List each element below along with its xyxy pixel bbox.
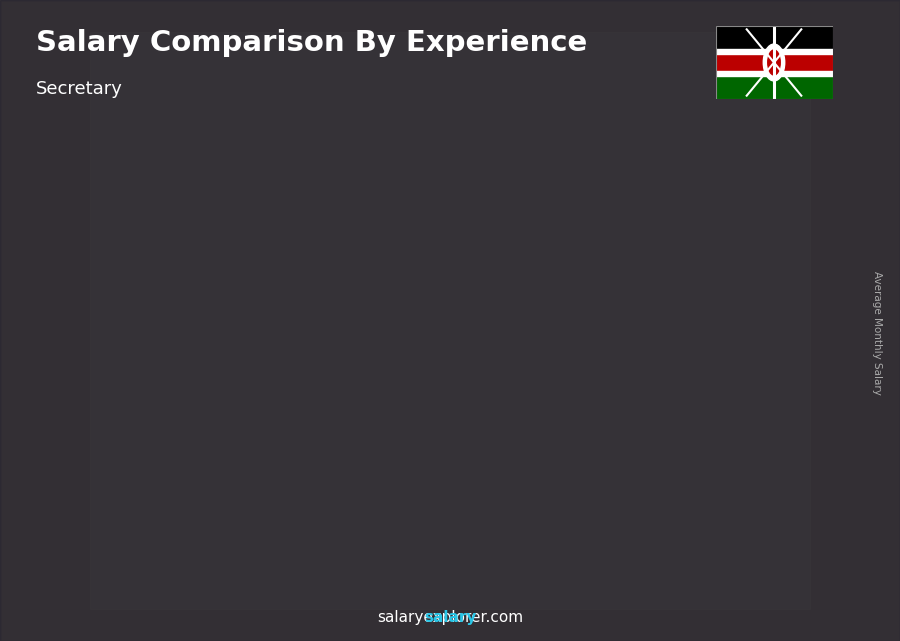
Text: 84,000 KES: 84,000 KES (465, 274, 532, 287)
Polygon shape (727, 247, 801, 251)
Bar (716, 50, 832, 75)
Text: 46,600 KES: 46,600 KES (210, 377, 276, 390)
Text: +34%: +34% (158, 319, 212, 337)
Bar (344, 335, 410, 526)
Polygon shape (410, 332, 418, 526)
Text: < 2 Years: < 2 Years (83, 545, 160, 560)
Polygon shape (88, 428, 163, 429)
Bar (716, 75, 832, 99)
Bar (716, 71, 832, 76)
Text: Salary Comparison By Experience: Salary Comparison By Experience (36, 29, 587, 57)
Ellipse shape (768, 50, 780, 75)
Text: salary: salary (424, 610, 476, 625)
Text: 99,100 KES: 99,100 KES (720, 231, 788, 245)
Polygon shape (794, 247, 801, 526)
Text: 68,900 KES: 68,900 KES (338, 315, 404, 328)
Text: +8%: +8% (676, 171, 717, 188)
Bar (716, 49, 832, 54)
Polygon shape (472, 290, 545, 294)
Bar (216, 397, 283, 526)
Text: +9%: +9% (548, 188, 590, 206)
Polygon shape (216, 395, 291, 397)
Bar (88, 429, 155, 526)
Text: +48%: +48% (286, 246, 340, 264)
Polygon shape (283, 395, 291, 526)
Text: 15 to 20: 15 to 20 (598, 545, 667, 560)
Polygon shape (538, 290, 545, 526)
Text: Secretary: Secretary (36, 80, 123, 98)
Polygon shape (344, 332, 418, 335)
Bar (599, 272, 666, 526)
Text: 5 to 10: 5 to 10 (348, 545, 406, 560)
Text: salaryexplorer.com: salaryexplorer.com (377, 610, 523, 625)
Ellipse shape (763, 44, 785, 81)
Polygon shape (155, 428, 163, 526)
Bar (90, 32, 810, 609)
Bar (727, 251, 794, 526)
Polygon shape (666, 269, 673, 526)
Text: 2 to 5: 2 to 5 (226, 545, 274, 560)
Bar (716, 26, 832, 50)
Text: +22%: +22% (414, 207, 468, 225)
Bar (472, 294, 538, 526)
Text: 91,600 KES: 91,600 KES (593, 253, 660, 265)
Text: 10 to 15: 10 to 15 (471, 545, 539, 560)
Text: 20+ Years: 20+ Years (719, 545, 802, 560)
Text: 34,900 KES: 34,900 KES (43, 409, 111, 422)
Polygon shape (599, 269, 673, 272)
Text: Average Monthly Salary: Average Monthly Salary (872, 271, 883, 395)
